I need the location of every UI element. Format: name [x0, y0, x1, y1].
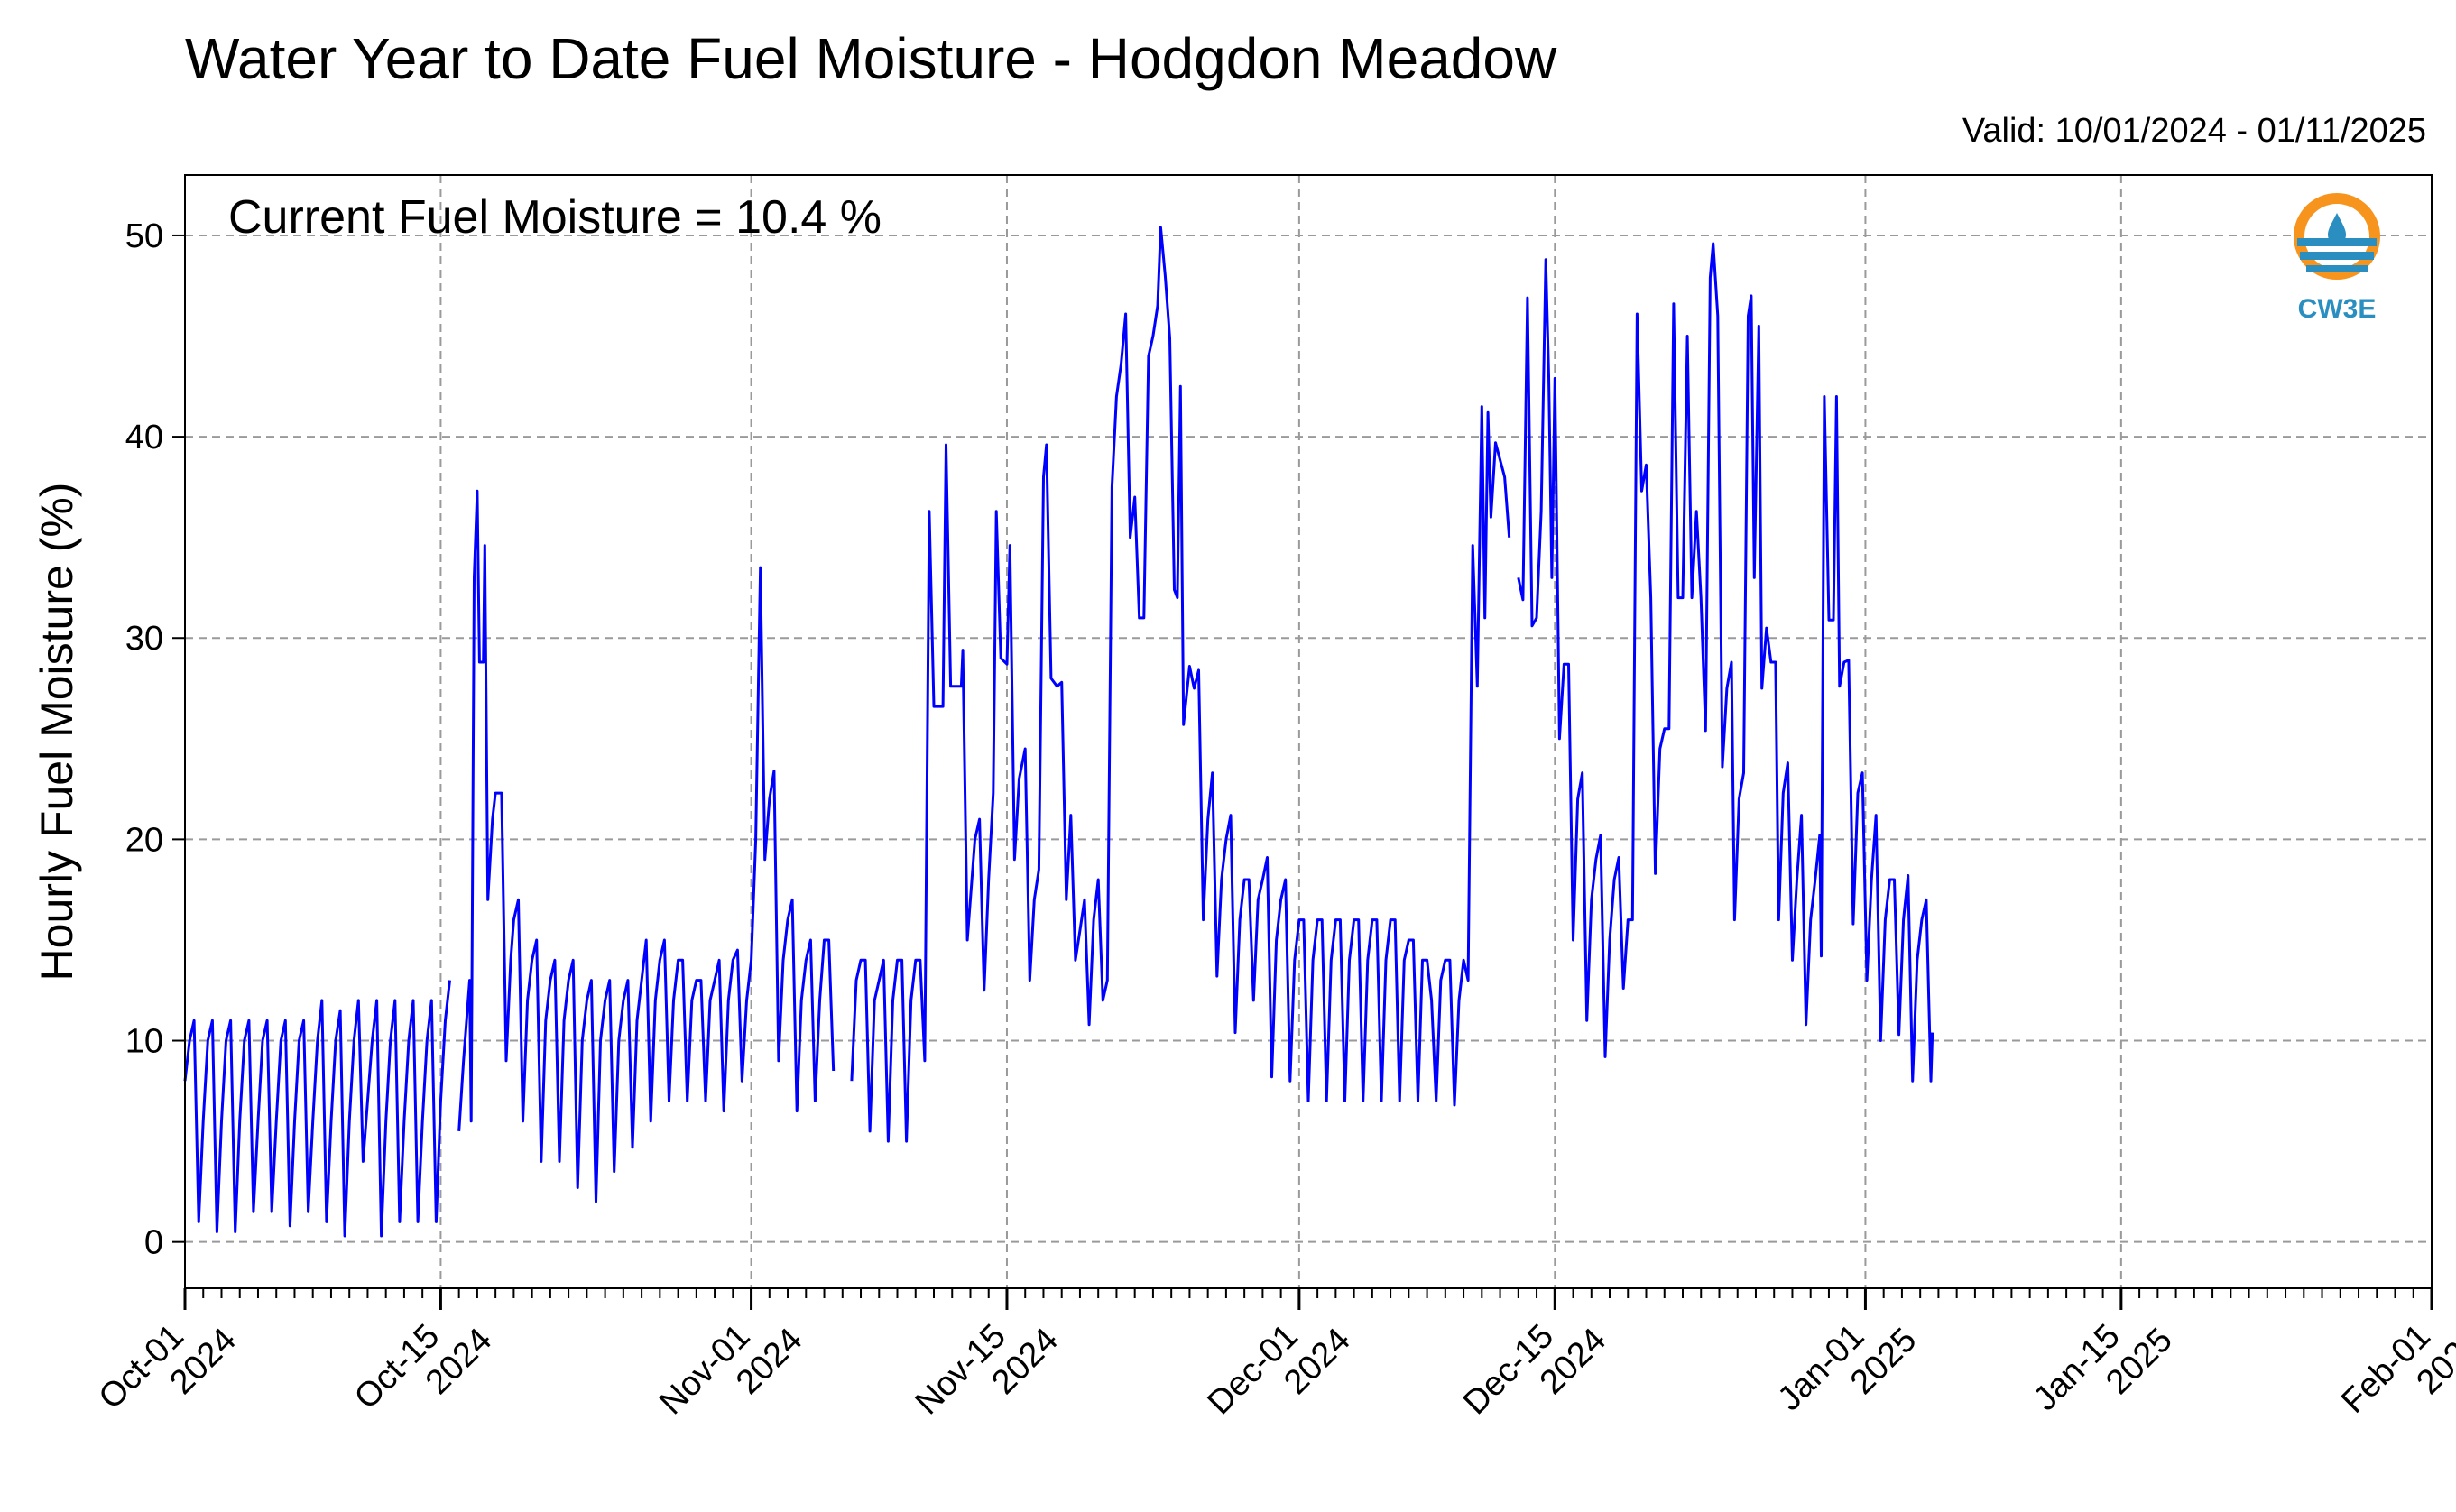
logo-droplet-icon	[2328, 213, 2346, 244]
logo-wave-icon	[2306, 265, 2368, 272]
y-tick-label: 40	[125, 419, 163, 456]
chart-title: Water Year to Date Fuel Moisture - Hodgd…	[185, 26, 1557, 91]
y-tick-label: 0	[144, 1224, 163, 1262]
y-tick-label: 30	[125, 620, 163, 658]
plot-frame	[184, 174, 2433, 1289]
fuel-moisture-series-line	[183, 226, 1934, 1238]
logo-wave-icon	[2300, 252, 2374, 260]
current-fuel-moisture-annotation: Current Fuel Moisture = 10.4 %	[228, 191, 882, 244]
y-tick-label: 50	[125, 217, 163, 255]
logo-text: CW3E	[2298, 294, 2377, 324]
y-tick-label: 10	[125, 1023, 163, 1061]
y-axis-label: Hourly Fuel Moisture (%)	[32, 483, 82, 982]
valid-date-range: Valid: 10/01/2024 - 01/11/2025	[1962, 112, 2426, 150]
series-layer	[183, 226, 1934, 1238]
cw3e-logo: CW3E	[2294, 193, 2380, 324]
y-tick-label: 20	[125, 821, 163, 859]
